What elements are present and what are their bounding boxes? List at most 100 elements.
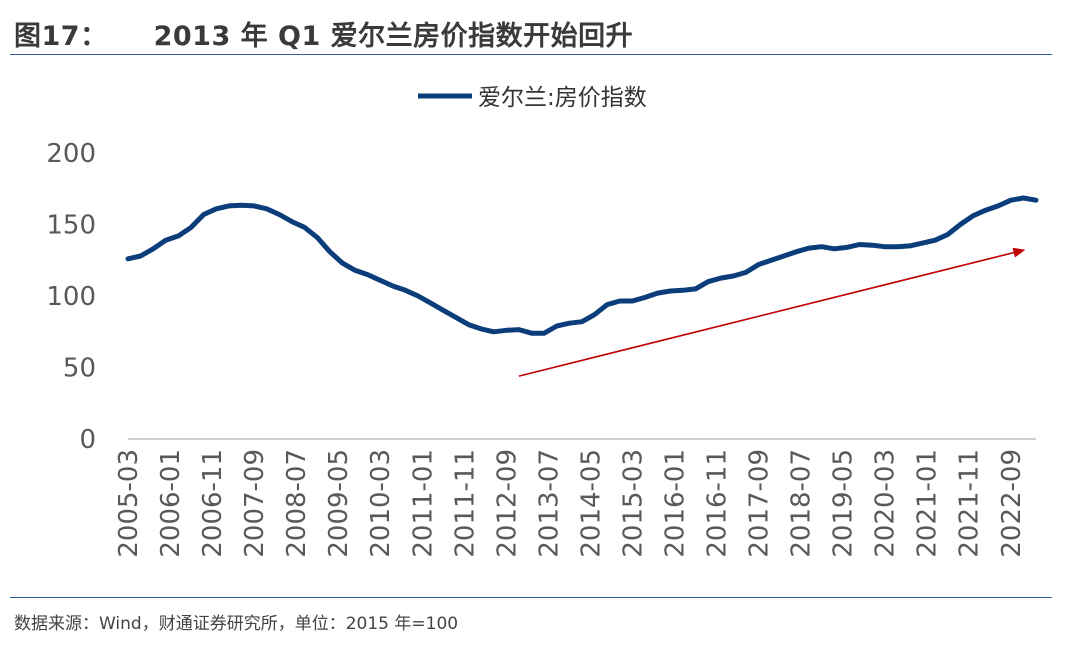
data-point: [908, 244, 912, 248]
data-point: [567, 321, 571, 325]
y-tick-label: 100: [46, 282, 96, 312]
data-point: [769, 258, 773, 262]
data-point: [832, 247, 836, 251]
data-point: [290, 220, 294, 224]
data-point: [958, 223, 962, 227]
line-chart: 爱尔兰:房价指数 0 50 100 150 200 2005-03 2006-01 2006…: [46, 85, 1039, 558]
data-point: [202, 213, 206, 217]
x-tick-label: 2020-03: [871, 449, 901, 558]
data-point: [240, 203, 244, 207]
data-point: [933, 238, 937, 242]
legend: 爱尔兰:房价指数: [418, 85, 647, 111]
data-point: [630, 299, 634, 303]
x-tick-label: 2011-11: [450, 449, 480, 558]
series-points: [126, 196, 1038, 335]
data-point: [416, 294, 420, 298]
data-point: [504, 328, 508, 332]
data-point: [857, 243, 861, 247]
data-point: [971, 214, 975, 218]
data-point: [530, 331, 534, 335]
data-point: [391, 284, 395, 288]
x-tick-label: 2007-09: [240, 449, 270, 558]
x-tick-label: 2018-07: [787, 449, 817, 558]
data-point: [731, 274, 735, 278]
data-point: [996, 204, 1000, 208]
source-divider: [10, 597, 1052, 598]
data-point: [555, 324, 559, 328]
data-point: [441, 308, 445, 312]
data-point: [1009, 198, 1013, 202]
data-point: [126, 257, 130, 261]
data-point: [807, 246, 811, 250]
data-point: [694, 287, 698, 291]
data-point: [454, 315, 458, 319]
data-point: [794, 250, 798, 254]
y-tick-label: 0: [79, 425, 96, 455]
data-point: [681, 288, 685, 292]
x-tick-label: 2021-01: [913, 449, 943, 558]
x-tick-label: 2014-05: [576, 449, 606, 558]
x-tick-label: 2015-03: [618, 449, 648, 558]
data-point: [757, 263, 761, 267]
trend-arrow: [518, 247, 1026, 377]
data-point: [719, 276, 723, 280]
data-point: [1034, 198, 1038, 202]
x-tick-label: 2010-03: [366, 449, 396, 558]
data-point: [845, 245, 849, 249]
data-point: [303, 225, 307, 229]
x-tick-label: 2005-03: [114, 449, 144, 558]
series-line-ireland-house-price-index: [125, 195, 1039, 336]
x-tick-label: 2006-01: [156, 449, 186, 558]
data-point: [782, 254, 786, 258]
x-tick-label: 2019-05: [829, 449, 859, 558]
data-point: [189, 225, 193, 229]
data-point: [883, 245, 887, 249]
data-point: [265, 207, 269, 211]
x-tick-label: 2021-11: [955, 449, 985, 558]
y-tick-label: 50: [63, 354, 96, 384]
x-tick-label: 2016-01: [660, 449, 690, 558]
data-point: [580, 320, 584, 324]
x-tick-label: 2009-05: [324, 449, 354, 558]
data-point: [656, 291, 660, 295]
y-tick-label: 200: [46, 139, 96, 169]
data-point: [252, 204, 256, 208]
data-point: [139, 254, 143, 258]
x-tick-label: 2017-09: [745, 449, 775, 558]
x-tick-label: 2008-07: [282, 449, 312, 558]
figure-number: 图17：: [14, 21, 108, 52]
data-point: [164, 238, 168, 242]
data-point: [984, 208, 988, 212]
source-note: 数据来源：Wind，财通证券研究所，单位：2015 年=100: [14, 614, 459, 634]
data-point: [467, 323, 471, 327]
data-point: [315, 235, 319, 239]
y-tick-label: 150: [46, 211, 96, 241]
x-tick-label: 2016-11: [703, 449, 733, 558]
data-point: [492, 330, 496, 334]
data-point: [643, 295, 647, 299]
x-tick-label: 2011-01: [408, 449, 438, 558]
data-point: [542, 331, 546, 335]
title-divider: [10, 54, 1052, 55]
x-axis: 2005-03 2006-01 2006-11 2007-09 2008-07 2009-…: [114, 438, 1036, 558]
y-axis: 0 50 100 150 200: [46, 139, 96, 455]
figure-title-text: 2013 年 Q1 爱尔兰房价指数开始回升: [153, 21, 634, 52]
data-point: [227, 204, 231, 208]
data-point: [176, 234, 180, 238]
data-point: [895, 245, 899, 249]
data-point: [328, 250, 332, 254]
data-point: [921, 241, 925, 245]
x-tick-label: 2012-09: [492, 449, 522, 558]
data-point: [214, 207, 218, 211]
figure-title: 图17： 2013 年 Q1 爱尔兰房价指数开始回升: [14, 14, 633, 53]
data-point: [706, 280, 710, 284]
data-point: [593, 313, 597, 317]
legend-label: 爱尔兰:房价指数: [478, 85, 647, 111]
data-point: [870, 243, 874, 247]
data-point: [378, 278, 382, 282]
x-tick-label: 2013-07: [534, 449, 564, 558]
data-point: [353, 268, 357, 272]
data-point: [366, 273, 370, 277]
data-point: [668, 289, 672, 293]
data-point: [618, 299, 622, 303]
